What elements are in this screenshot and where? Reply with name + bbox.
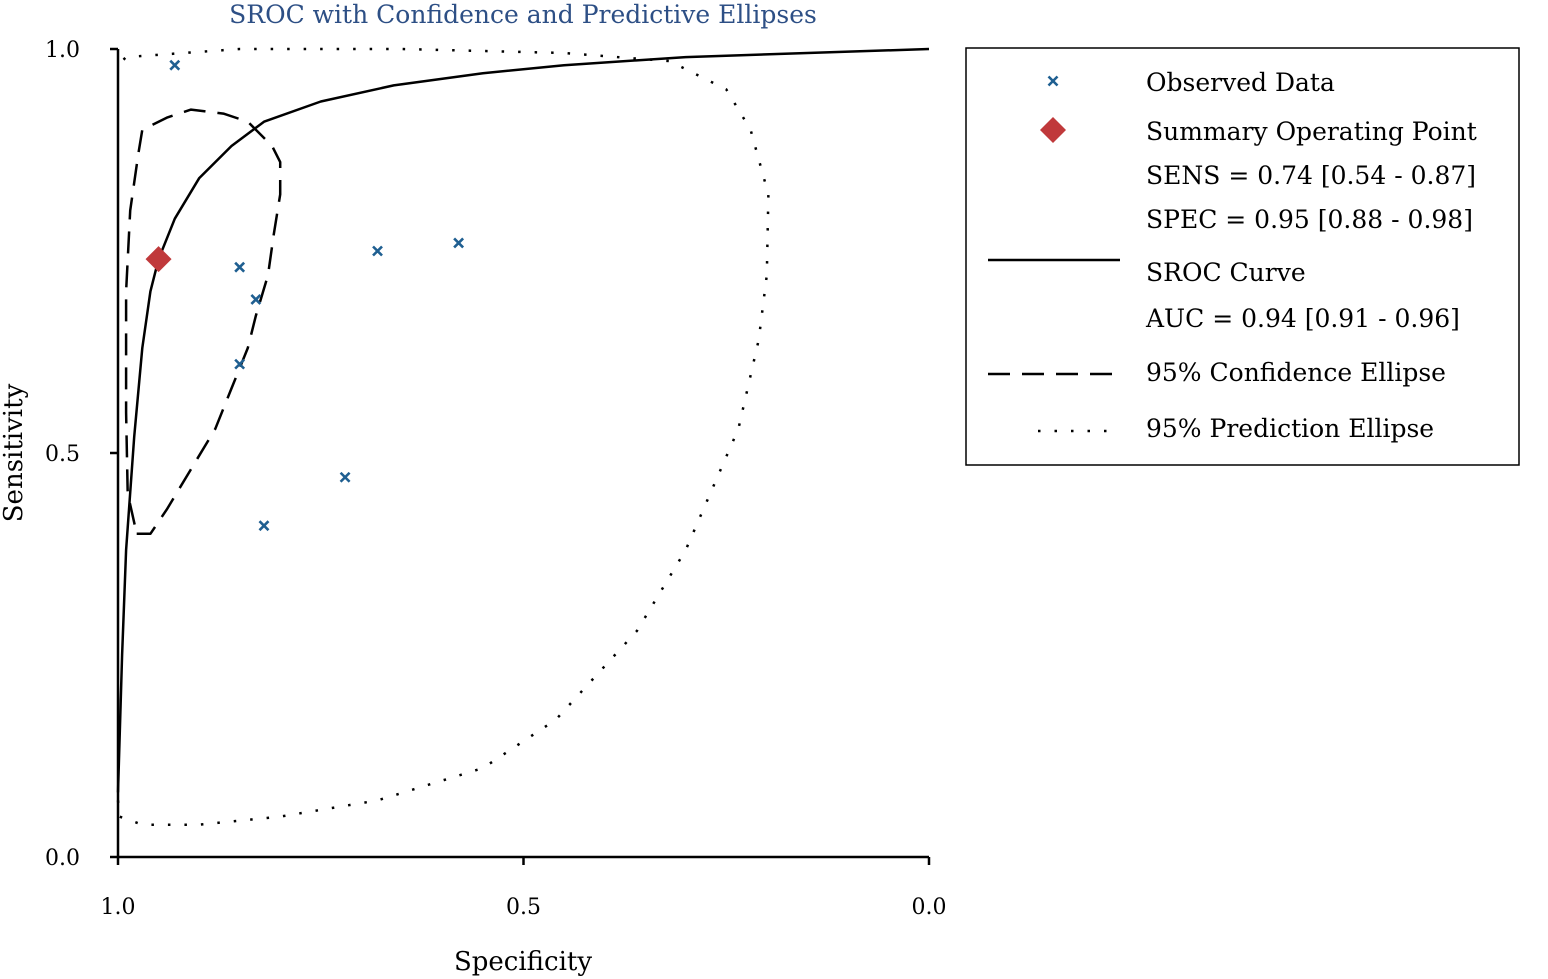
observed-point-3 bbox=[250, 294, 262, 305]
legend: Observed Data Summary Operating Point SE… bbox=[965, 47, 1520, 466]
legend-observed-label: Observed Data bbox=[1146, 68, 1335, 97]
confidence-ellipse bbox=[124, 108, 282, 536]
x-axis-label: Specificity bbox=[454, 947, 592, 977]
observed-point-6 bbox=[453, 237, 465, 249]
y-tick-label: 0.0 bbox=[45, 846, 80, 871]
summary-point-marker bbox=[145, 246, 172, 273]
observed-point-7 bbox=[339, 471, 351, 483]
x-tick-label: 1.0 bbox=[101, 895, 136, 920]
legend-summary-marker bbox=[1040, 117, 1066, 143]
observed-data-points bbox=[169, 59, 465, 532]
prediction-ellipse-path bbox=[116, 47, 770, 826]
legend-prediction-label: 95% Prediction Ellipse bbox=[1146, 414, 1434, 443]
legend-observed-marker bbox=[1047, 75, 1059, 87]
confidence-ellipse-path bbox=[124, 108, 282, 536]
sroc-curve bbox=[116, 47, 930, 793]
legend-sens-text: SENS = 0.74 [0.54 - 0.87] bbox=[1146, 161, 1476, 190]
legend-box bbox=[965, 47, 1520, 466]
chart-title: SROC with Confidence and Predictive Elli… bbox=[229, 0, 817, 29]
prediction-ellipse bbox=[116, 47, 770, 826]
y-tick-label: 1.0 bbox=[45, 38, 80, 63]
axis-ticks: 1.0 0.5 0.0 0.0 0.5 1.0 bbox=[45, 38, 947, 920]
observed-point-2 bbox=[234, 261, 246, 273]
sroc-curve-path bbox=[116, 47, 930, 793]
observed-point-1 bbox=[169, 59, 181, 71]
x-tick-label: 0.5 bbox=[506, 895, 541, 920]
legend-summary-label: Summary Operating Point bbox=[1146, 117, 1477, 146]
summary-operating-point bbox=[145, 246, 172, 273]
observed-point-8 bbox=[258, 520, 270, 532]
legend-sroc-label: SROC Curve bbox=[1146, 258, 1306, 287]
legend-auc-text: AUC = 0.94 [0.91 - 0.96] bbox=[1145, 304, 1460, 333]
observed-point-4 bbox=[234, 358, 246, 370]
y-axis-label: Sensitivity bbox=[0, 383, 29, 522]
legend-spec-text: SPEC = 0.95 [0.88 - 0.98] bbox=[1146, 205, 1473, 234]
x-tick-label: 0.0 bbox=[912, 895, 947, 920]
legend-confidence-label: 95% Confidence Ellipse bbox=[1146, 358, 1446, 387]
y-tick-label: 0.5 bbox=[45, 442, 80, 467]
observed-point-5 bbox=[372, 245, 383, 257]
